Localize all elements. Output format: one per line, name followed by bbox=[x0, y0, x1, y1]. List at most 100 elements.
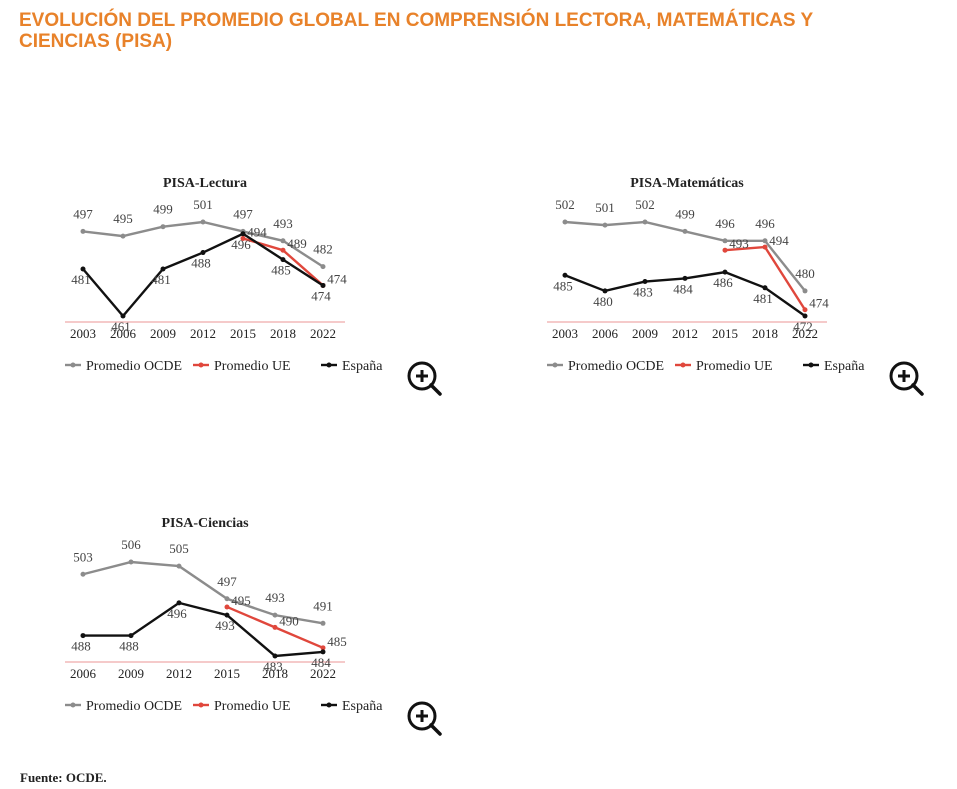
value-label: 488 bbox=[191, 256, 211, 271]
point bbox=[722, 238, 728, 244]
value-label: 483 bbox=[263, 659, 283, 674]
point bbox=[80, 633, 86, 639]
x-tick-label: 2022 bbox=[792, 326, 818, 341]
legend-dot bbox=[552, 362, 558, 368]
value-label: 481 bbox=[753, 291, 773, 306]
zoom-handle bbox=[429, 723, 442, 736]
value-label: 490 bbox=[279, 613, 299, 628]
value-label: 485 bbox=[327, 634, 347, 649]
point bbox=[722, 269, 728, 275]
value-label: 499 bbox=[675, 206, 695, 221]
legend-dot bbox=[70, 702, 76, 708]
point bbox=[320, 645, 326, 651]
value-label: 472 bbox=[793, 319, 813, 334]
point bbox=[240, 231, 246, 237]
legend-label: España bbox=[342, 359, 383, 374]
point bbox=[200, 250, 206, 256]
page-title: EVOLUCIÓN DEL PROMEDIO GLOBAL EN COMPREN… bbox=[19, 9, 814, 52]
value-label: 485 bbox=[271, 263, 291, 278]
value-label: 474 bbox=[327, 271, 347, 286]
point bbox=[80, 571, 86, 577]
value-label: 486 bbox=[713, 275, 733, 290]
value-label: 480 bbox=[795, 266, 815, 281]
zoom-lens bbox=[407, 361, 437, 391]
value-label: 484 bbox=[311, 655, 331, 670]
value-label: 506 bbox=[121, 537, 141, 552]
point bbox=[80, 266, 86, 272]
x-tick-label: 2015 bbox=[230, 326, 256, 341]
legend-label: España bbox=[824, 359, 865, 374]
legend-dot bbox=[808, 362, 814, 368]
chart-title: PISA-Lectura bbox=[163, 176, 247, 191]
legend-dot bbox=[326, 362, 332, 368]
value-label: 496 bbox=[231, 237, 251, 252]
point bbox=[200, 219, 206, 225]
point bbox=[272, 624, 278, 630]
series-line bbox=[82, 560, 324, 625]
x-tick-label: 2012 bbox=[166, 666, 192, 681]
point bbox=[120, 313, 126, 319]
value-label: 494 bbox=[247, 224, 267, 239]
value-label: 495 bbox=[231, 593, 251, 608]
legend-label: Promedio UE bbox=[214, 359, 291, 374]
value-label: 488 bbox=[119, 639, 139, 654]
point bbox=[722, 247, 728, 253]
point bbox=[120, 233, 126, 239]
x-tick-label: 2018 bbox=[270, 326, 296, 341]
legend-label: Promedio UE bbox=[696, 359, 773, 374]
point bbox=[802, 307, 808, 313]
point bbox=[128, 633, 134, 639]
zoom-button[interactable] bbox=[407, 361, 442, 396]
x-tick-label: 2009 bbox=[632, 326, 658, 341]
point bbox=[562, 272, 568, 278]
chart-title: PISA-Ciencias bbox=[161, 516, 249, 531]
point bbox=[802, 288, 808, 294]
zoom-button[interactable] bbox=[407, 701, 442, 736]
value-label: 495 bbox=[113, 211, 133, 226]
zoom-plus bbox=[416, 710, 428, 722]
x-tick-label: 2003 bbox=[552, 326, 578, 341]
value-label: 493 bbox=[273, 216, 293, 231]
point bbox=[682, 275, 688, 281]
point bbox=[642, 279, 648, 285]
legend-label: Promedio UE bbox=[214, 699, 291, 714]
point bbox=[80, 228, 86, 234]
value-label: 501 bbox=[193, 197, 213, 212]
x-tick-label: 2006 bbox=[110, 326, 137, 341]
legend-label: Promedio OCDE bbox=[86, 699, 182, 714]
value-label: 497 bbox=[217, 574, 237, 589]
value-label: 494 bbox=[769, 233, 789, 248]
point bbox=[802, 313, 808, 319]
x-tick-label: 2003 bbox=[70, 326, 96, 341]
x-tick-label: 2015 bbox=[214, 666, 240, 681]
zoom-button[interactable] bbox=[889, 361, 924, 396]
value-label: 502 bbox=[635, 197, 655, 212]
value-label: 482 bbox=[313, 242, 333, 257]
value-label: 461 bbox=[111, 319, 131, 334]
legend-label: Promedio OCDE bbox=[86, 359, 182, 374]
x-tick-label: 2022 bbox=[310, 666, 336, 681]
value-label: 488 bbox=[71, 639, 91, 654]
point bbox=[128, 559, 134, 565]
point bbox=[602, 288, 608, 294]
point bbox=[240, 235, 246, 241]
value-label: 489 bbox=[287, 236, 307, 251]
x-tick-label: 2018 bbox=[752, 326, 778, 341]
x-tick-label: 2006 bbox=[592, 326, 619, 341]
x-tick-label: 2006 bbox=[70, 666, 97, 681]
point bbox=[224, 612, 230, 618]
value-label: 505 bbox=[169, 541, 189, 556]
value-label: 493 bbox=[729, 236, 749, 251]
zoom-handle bbox=[911, 383, 924, 396]
zoom-lens bbox=[407, 701, 437, 731]
value-label: 502 bbox=[555, 197, 575, 212]
point bbox=[160, 266, 166, 272]
value-label: 493 bbox=[215, 618, 235, 633]
legend-label: España bbox=[342, 699, 383, 714]
point bbox=[160, 224, 166, 230]
point bbox=[762, 244, 768, 250]
value-label: 474 bbox=[311, 288, 331, 303]
zoom-plus bbox=[898, 370, 910, 382]
x-tick-label: 2015 bbox=[712, 326, 738, 341]
